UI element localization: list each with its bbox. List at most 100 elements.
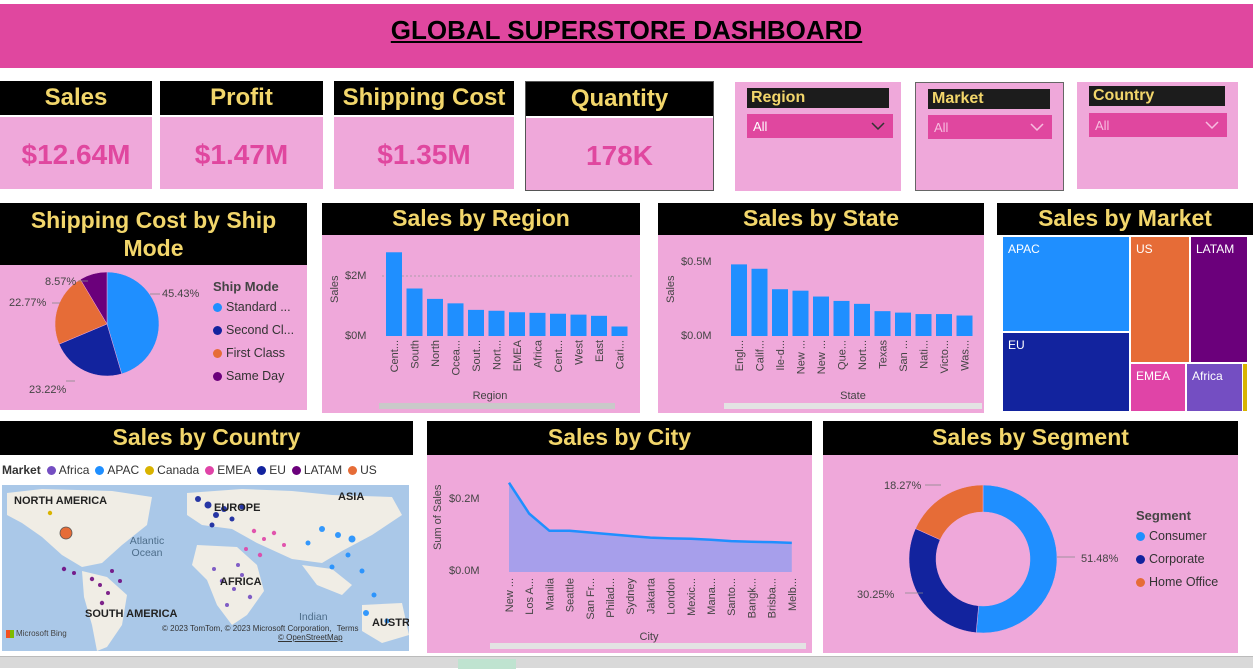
x-tick: New ... xyxy=(504,578,516,612)
legend-item[interactable]: EU xyxy=(257,463,286,477)
kpi-sales-card[interactable]: Sales $12.64M xyxy=(0,81,152,189)
legend-item[interactable]: EMEA xyxy=(205,463,251,477)
market-dropdown[interactable]: All xyxy=(928,115,1052,139)
segment-donut-chart: 51.48% 30.25% 18.27% xyxy=(857,480,1119,634)
x-tick: Seattle xyxy=(565,578,577,612)
bar[interactable] xyxy=(854,303,870,336)
bar[interactable] xyxy=(386,252,402,336)
market-slicer[interactable]: Market All xyxy=(915,82,1064,191)
ship-mode-slice-second-class[interactable] xyxy=(58,323,123,377)
treemap-tile-us[interactable]: US xyxy=(1131,237,1189,362)
pie-label-second: 23.22% xyxy=(29,384,67,396)
legend-item[interactable]: Same Day xyxy=(213,369,294,383)
country-dropdown[interactable]: All xyxy=(1089,113,1227,137)
bar[interactable] xyxy=(915,314,932,336)
treemap-tile-apac[interactable]: APAC xyxy=(1003,237,1129,331)
ship-mode-slice-standard-class[interactable] xyxy=(106,271,160,375)
bar[interactable] xyxy=(570,314,587,336)
bar[interactable] xyxy=(936,314,952,336)
sales-by-market-card[interactable]: Sales by Market APAC US LATAM EU EMEA Af… xyxy=(997,203,1253,413)
scrollbar[interactable] xyxy=(379,403,615,409)
bar[interactable] xyxy=(874,311,891,336)
sales-by-state-card[interactable]: Sales by State Sales $0.5M $0.0M Engl...… xyxy=(658,203,984,413)
legend-item[interactable]: Corporate xyxy=(1136,552,1218,566)
legend-item[interactable]: First Class xyxy=(213,346,294,360)
legend-item[interactable]: Standard ... xyxy=(213,300,294,314)
x-tick: South xyxy=(410,340,422,369)
kpi-quantity-card[interactable]: Quantity 178K xyxy=(525,81,714,191)
y-tick: $0M xyxy=(345,330,366,342)
donut-label-home-office: 18.27% xyxy=(884,480,922,492)
segment-slice-home-office[interactable] xyxy=(915,484,984,541)
bar[interactable] xyxy=(731,264,747,336)
bar[interactable] xyxy=(772,289,788,336)
legend-item[interactable]: Africa xyxy=(46,463,90,477)
legend-item[interactable]: APAC xyxy=(95,463,139,477)
sales-by-region-card[interactable]: Sales by Region Sales $2M $0M Cent... Sou… xyxy=(322,203,640,413)
treemap-tile-emea[interactable]: EMEA xyxy=(1131,364,1185,411)
segment-slice-consumer[interactable] xyxy=(975,484,1058,634)
bar[interactable] xyxy=(956,315,973,336)
legend-item[interactable]: US xyxy=(348,463,377,477)
treemap-tile-africa[interactable]: Africa xyxy=(1187,364,1242,411)
bar[interactable] xyxy=(611,326,628,337)
bar[interactable] xyxy=(895,312,911,336)
legend-label: Consumer xyxy=(1149,529,1207,543)
legend-item[interactable]: Consumer xyxy=(1136,529,1218,543)
bar[interactable] xyxy=(488,310,505,336)
legend-item[interactable]: Canada xyxy=(145,463,199,477)
y-tick: $0.0M xyxy=(449,565,480,577)
bar[interactable] xyxy=(447,303,464,336)
legend-label: Standard ... xyxy=(226,300,291,314)
x-axis-title: State xyxy=(840,390,866,402)
world-map[interactable]: NORTH AMERICA EUROPE ASIA AFRICA SOUTH A… xyxy=(2,485,409,651)
legend-label: Africa xyxy=(58,463,90,477)
page-tab[interactable] xyxy=(458,659,516,669)
scrollbar[interactable] xyxy=(724,403,982,409)
segment-legend: Segment Consumer Corporate Home Office xyxy=(1136,508,1218,598)
legend-item[interactable]: LATAM xyxy=(291,463,342,477)
sales-by-segment-card[interactable]: Sales by Segment 51.48% 30.25% 18.27% Se… xyxy=(823,421,1238,653)
bar[interactable] xyxy=(751,268,768,336)
ship-mode-slice-first-class[interactable] xyxy=(54,279,108,345)
scrollbar[interactable] xyxy=(490,643,806,649)
treemap-tile-latam[interactable]: LATAM xyxy=(1191,237,1247,362)
kpi-shipping-card[interactable]: Shipping Cost $1.35M xyxy=(334,81,514,189)
x-tick: Ile-d... xyxy=(775,340,787,371)
segment-slice-corporate[interactable] xyxy=(908,528,979,633)
pie-label-first: 22.77% xyxy=(9,297,47,309)
sales-by-country-card[interactable]: Sales by Country Market Africa APAC Cana… xyxy=(0,421,413,653)
bar[interactable] xyxy=(550,313,566,336)
bar[interactable] xyxy=(427,298,443,336)
region-dropdown[interactable]: All xyxy=(747,114,893,138)
x-tick: Manila xyxy=(544,577,556,610)
legend-item[interactable]: Home Office xyxy=(1136,575,1218,589)
tile-label: Africa xyxy=(1192,369,1223,383)
legend-item[interactable]: Second Cl... xyxy=(213,323,294,337)
terms-link[interactable]: Terms xyxy=(336,624,359,633)
tile-label: EMEA xyxy=(1136,369,1171,383)
series-line[interactable] xyxy=(507,482,792,545)
osm-link[interactable]: © OpenStreetMap xyxy=(278,633,343,642)
ship-mode-slice-same-day[interactable] xyxy=(79,271,108,325)
bar[interactable] xyxy=(468,309,484,336)
country-slicer[interactable]: Country All xyxy=(1077,82,1238,189)
bar[interactable] xyxy=(792,290,809,336)
bar[interactable] xyxy=(591,315,607,336)
region-slicer[interactable]: Region All xyxy=(735,82,901,191)
treemap-tile-canada[interactable] xyxy=(1243,364,1247,411)
x-tick: Nort... xyxy=(492,340,504,370)
treemap-tile-eu[interactable]: EU xyxy=(1003,333,1129,411)
legend-label: Home Office xyxy=(1149,575,1219,589)
pie-label-group: 45.43% 23.22% 22.77% 8.57% xyxy=(9,276,200,396)
slicer-title: Country xyxy=(1089,86,1225,106)
bar[interactable] xyxy=(813,296,829,336)
kpi-profit-card[interactable]: Profit $1.47M xyxy=(160,81,323,189)
sales-by-city-card[interactable]: Sales by City Sum of Sales $0.2M $0.0M N… xyxy=(427,421,812,653)
bar[interactable] xyxy=(406,288,423,337)
x-tick: Melb... xyxy=(787,578,799,611)
bar[interactable] xyxy=(529,312,546,336)
bar[interactable] xyxy=(833,300,850,336)
bar[interactable] xyxy=(509,312,525,336)
shipping-cost-card[interactable]: Shipping Cost by Ship Mode 45.43% 23.22%… xyxy=(0,203,307,410)
